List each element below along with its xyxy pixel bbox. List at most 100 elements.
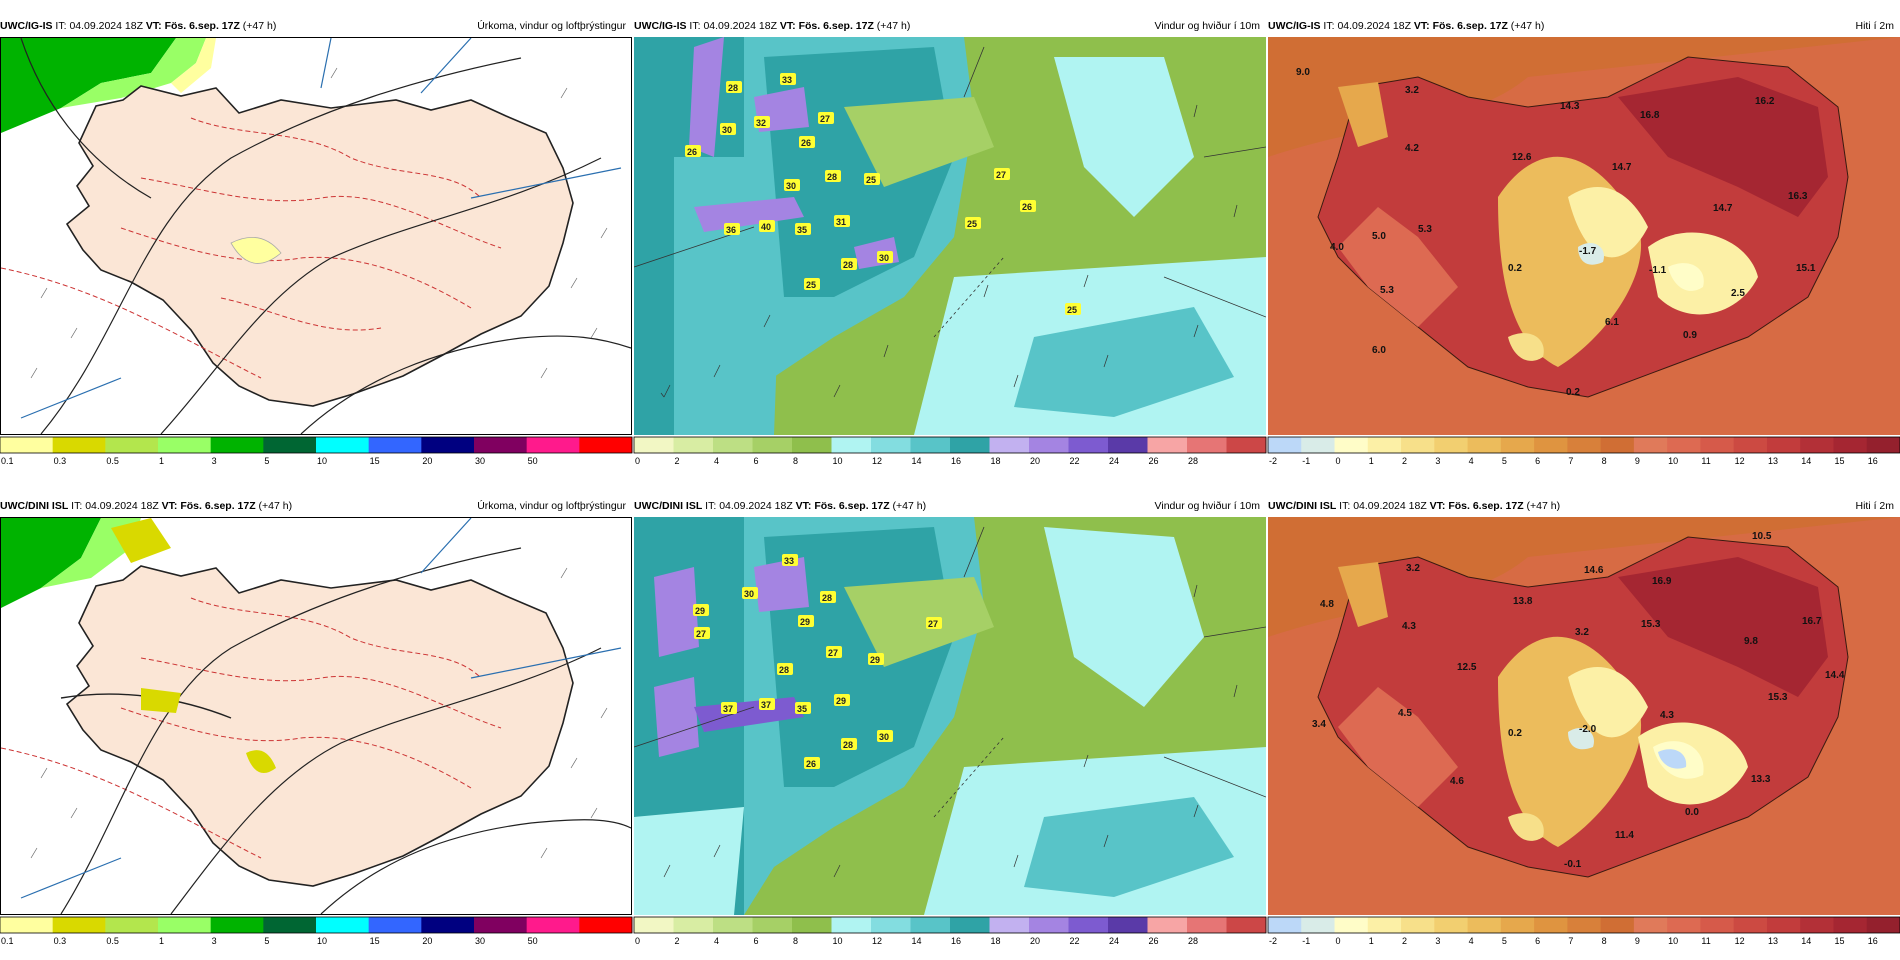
it-value: 04.09.2024 18Z bbox=[69, 20, 143, 32]
scale-swatch bbox=[1467, 917, 1502, 933]
scale-swatch bbox=[1226, 917, 1267, 933]
scale-tick-label: 3 bbox=[1435, 456, 1440, 466]
scale-tick-label: 24 bbox=[1109, 456, 1119, 466]
scale-tick-label: 3 bbox=[212, 936, 217, 946]
it-value: 04.09.2024 18Z bbox=[1353, 500, 1427, 512]
scale-tick-label: 5 bbox=[264, 936, 269, 946]
scale-swatch bbox=[1029, 437, 1069, 453]
panel-header: UWC/DINI ISL IT: 04.09.2024 18Z VT: Fös.… bbox=[634, 498, 1266, 514]
scale-swatch bbox=[1667, 437, 1701, 453]
temp-map[interactable] bbox=[1268, 37, 1900, 435]
scale-tick-label: 20 bbox=[1030, 456, 1040, 466]
scale-tick-label: 4 bbox=[714, 456, 719, 466]
wind-map[interactable] bbox=[634, 37, 1266, 435]
scale-tick-label: 9 bbox=[1635, 456, 1640, 466]
precip-color-scale: 0.1 0.3 0.5 1 3 5 10 15 20 30 50 bbox=[0, 436, 633, 471]
scale-tick-label: 5 bbox=[264, 456, 269, 466]
vt-value: Fös. 6.sep. 17Z bbox=[164, 20, 240, 32]
scale-tick-label: 16 bbox=[1868, 936, 1878, 946]
precip-map[interactable] bbox=[0, 37, 632, 435]
scale-tick-label: 3 bbox=[212, 456, 217, 466]
scale-swatch bbox=[158, 917, 212, 933]
scale-tick-label: 3 bbox=[1435, 936, 1440, 946]
scale-swatch bbox=[0, 917, 54, 933]
scale-tick-label: 11 bbox=[1701, 456, 1710, 466]
temp-color-scale: -2-101234567891011121314151617 bbox=[1267, 916, 1900, 951]
scale-swatch bbox=[989, 437, 1030, 453]
scale-tick-label: 1 bbox=[159, 936, 164, 946]
scale-tick-label: 10 bbox=[833, 936, 843, 946]
scale-tick-label: 22 bbox=[1070, 456, 1080, 466]
scale-tick-label: 26 bbox=[1149, 456, 1159, 466]
scale-swatch bbox=[831, 917, 872, 933]
scale-swatch bbox=[1833, 437, 1868, 453]
scale-swatch bbox=[105, 437, 159, 453]
scale-swatch bbox=[1147, 917, 1188, 933]
scale-tick-label: 30 bbox=[475, 936, 485, 946]
it-value: 04.09.2024 18Z bbox=[85, 500, 159, 512]
scale-tick-label: 18 bbox=[991, 936, 1001, 946]
panel-title: Vindur og hviður í 10m bbox=[1154, 20, 1260, 32]
scale-swatch bbox=[792, 437, 832, 453]
vt-value: Fös. 6.sep. 17Z bbox=[814, 500, 890, 512]
scale-swatch bbox=[368, 917, 422, 933]
scale-tick-label: 1 bbox=[159, 456, 164, 466]
scale-tick-label: 6 bbox=[754, 456, 759, 466]
panel-header: UWC/IG-IS IT: 04.09.2024 18Z VT: Fös. 6.… bbox=[1268, 18, 1900, 34]
panel-title: Úrkoma, vindur og loftþrýstingur bbox=[477, 500, 626, 512]
it-label: IT: bbox=[55, 20, 67, 32]
model-name: UWC/DINI ISL bbox=[1268, 500, 1337, 512]
scale-tick-label: 6 bbox=[754, 936, 759, 946]
scale-tick-label: 5 bbox=[1502, 936, 1507, 946]
scale-tick-label: 1 bbox=[1369, 456, 1374, 466]
wind-map-graphic bbox=[634, 517, 1266, 915]
scale-swatch bbox=[421, 917, 475, 933]
lead-time: (+47 h) bbox=[258, 500, 293, 512]
scale-tick-label: 0.3 bbox=[54, 936, 67, 946]
precip-map[interactable] bbox=[0, 517, 632, 915]
it-label: IT: bbox=[689, 20, 701, 32]
temp-scale-graphic: -2-101234567891011121314151617 bbox=[1267, 436, 1900, 466]
scale-tick-label: 0 bbox=[635, 456, 640, 466]
scale-swatch bbox=[950, 437, 990, 453]
scale-tick-label: -1 bbox=[1302, 936, 1310, 946]
scale-tick-label: 50 bbox=[528, 936, 538, 946]
scale-tick-label: 0.5 bbox=[106, 456, 119, 466]
it-label: IT: bbox=[705, 500, 717, 512]
scale-tick-label: 20 bbox=[1030, 936, 1040, 946]
scale-swatch bbox=[1667, 917, 1701, 933]
scale-tick-label: 4 bbox=[1469, 936, 1474, 946]
scale-tick-label: 15 bbox=[370, 456, 380, 466]
scale-swatch bbox=[421, 437, 475, 453]
precip-color-scale: 0.1 0.3 0.5 1 3 5 10 15 20 30 50 bbox=[0, 916, 633, 951]
scale-tick-label: 20 bbox=[422, 456, 432, 466]
it-label: IT: bbox=[71, 500, 83, 512]
scale-swatch bbox=[1108, 917, 1148, 933]
panel-ig-precip: UWC/IG-IS IT: 04.09.2024 18Z VT: Fös. 6.… bbox=[0, 18, 633, 480]
scale-tick-label: 2 bbox=[675, 936, 680, 946]
temp-color-scale: -2-101234567891011121314151617 bbox=[1267, 436, 1900, 471]
wind-map[interactable] bbox=[634, 517, 1266, 915]
scale-tick-label: 8 bbox=[793, 936, 798, 946]
scale-swatch bbox=[1534, 917, 1568, 933]
scale-swatch bbox=[1600, 437, 1635, 453]
panel-dini-wind: UWC/DINI ISL IT: 04.09.2024 18Z VT: Fös.… bbox=[633, 498, 1267, 960]
scale-swatch bbox=[579, 917, 633, 933]
scale-tick-label: 4 bbox=[1469, 456, 1474, 466]
wind-color-scale: 0 2 4 6 8 10 12 14 16 18 20 22 24 26 28 bbox=[633, 436, 1267, 471]
scale-tick-label: 28 bbox=[1188, 936, 1198, 946]
scale-swatch bbox=[1187, 437, 1227, 453]
lead-time: (+47 h) bbox=[1526, 500, 1561, 512]
scale-swatch bbox=[831, 437, 872, 453]
panel-header: UWC/DINI ISL IT: 04.09.2024 18Z VT: Fös.… bbox=[0, 498, 632, 514]
scale-tick-label: 4 bbox=[714, 936, 719, 946]
scale-tick-label: 0.1 bbox=[1, 936, 14, 946]
vt-value: Fös. 6.sep. 17Z bbox=[1432, 20, 1508, 32]
panel-header: UWC/IG-IS IT: 04.09.2024 18Z VT: Fös. 6.… bbox=[0, 18, 632, 34]
scale-tick-label: 8 bbox=[793, 456, 798, 466]
scale-swatch bbox=[1467, 437, 1502, 453]
precip-scale-graphic: 0.1 0.3 0.5 1 3 5 10 15 20 30 50 bbox=[0, 436, 633, 466]
temp-map[interactable] bbox=[1268, 517, 1900, 915]
scale-swatch bbox=[263, 437, 317, 453]
scale-swatch bbox=[634, 917, 674, 933]
